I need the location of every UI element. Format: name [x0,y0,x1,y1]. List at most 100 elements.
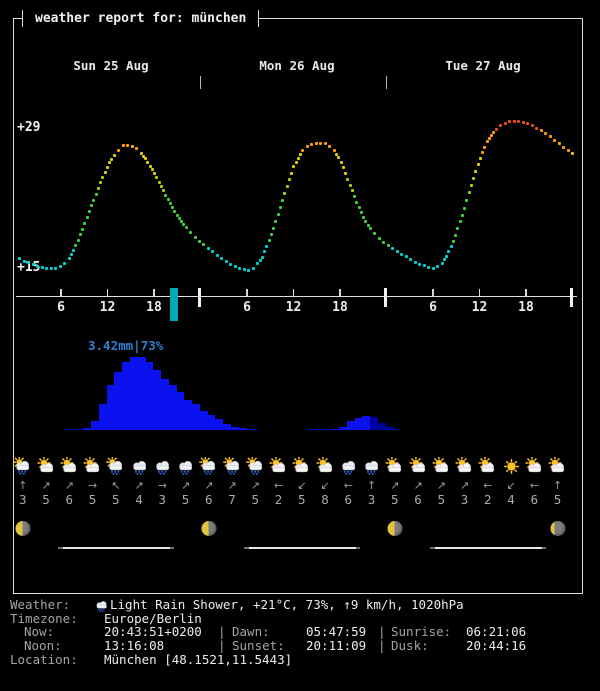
temp-dot [276,212,280,216]
temp-dot [171,206,174,210]
daylight-bar [434,547,542,549]
temp-dot [544,132,548,136]
precip-bar [339,427,348,430]
temp-dot [404,255,408,259]
wind-direction-arrow: → [157,479,167,492]
temp-dot [503,121,507,125]
temp-dot [427,265,431,269]
wind-speed-value: 6 [530,492,539,507]
temp-dot [319,142,323,145]
wind-direction-arrow: ↑ [552,479,563,492]
temp-dot [175,213,179,217]
temp-dot [395,249,399,253]
wind-direction-arrow: ↗ [41,479,51,492]
precip-bar [238,428,247,430]
temp-dot [189,230,192,234]
moon-phase-icon [550,521,566,536]
precip-bar [145,362,154,430]
wind-speed-value: 4 [135,492,143,507]
temp-dot [81,227,85,231]
temp-dot [193,235,197,239]
temp-dot [391,246,395,250]
temp-dot [305,145,309,148]
temp-dot [521,121,525,125]
temp-dot [526,122,530,126]
temp-dot [290,171,294,175]
sun-cloud-icon [522,456,546,480]
x-axis-tick [60,289,62,296]
temp-dot [278,206,282,209]
temp-dot [364,220,368,224]
timezone-value: Europe/Berlin [104,610,202,626]
temp-dot [465,198,469,202]
temp-dot [49,267,53,270]
y-axis-label-min: +15 [17,260,41,275]
temp-dot [481,150,485,154]
temp-dot [247,268,251,272]
temp-dot [447,250,451,253]
temp-dot [350,189,354,193]
temp-dot [458,220,462,224]
precipitation-peak-label: 3.42mm|73% [88,338,164,353]
temp-dot [362,215,365,219]
temp-dot [159,185,163,188]
wind-direction-arrow: ↗ [180,479,191,492]
temp-dot [251,266,255,270]
current-time-marker [170,288,179,321]
temp-dot [348,183,352,187]
temp-dot [36,264,40,268]
precip-bar [114,372,123,430]
day-label-tue: Tue 27 Aug [445,58,521,73]
temp-dot [454,233,458,237]
day-boundary-major-tick [570,288,573,307]
temp-dot [202,243,206,247]
temp-dot [294,161,298,164]
wind-speed-value: 5 [251,492,260,507]
temp-dot [366,223,370,227]
precip-bar [91,421,100,430]
precip-bar [346,421,355,430]
temp-dot [258,259,262,263]
temp-dot [337,156,341,160]
temp-dot [431,266,435,270]
wind-speed-value: 3 [19,492,27,507]
location-line: Location: München [48.1521,11.5443] [0,653,600,667]
wind-direction-arrow: ↗ [204,479,214,492]
x-axis-tick-label: 6 [243,300,251,315]
sun-cloud-icon [383,456,407,480]
temp-dot [310,142,314,146]
temp-dot [566,148,570,152]
twilight-bar [58,547,63,549]
wind-speed-value: 5 [42,492,50,507]
temp-dot [409,258,413,262]
day-boundary-major-tick [198,288,201,307]
temp-dot [130,144,134,148]
temp-dot [229,263,233,267]
temp-dot [368,227,372,231]
temp-dot [478,156,482,160]
sun-cloud-icon [290,456,314,480]
temp-dot [85,216,89,219]
wind-direction-arrow: ↙ [297,479,307,492]
temp-dot [87,210,91,214]
rain-icon [336,457,360,480]
wind-speed-value: 5 [181,492,190,507]
weather-label: Weather: [10,597,71,612]
temp-dot [177,216,181,220]
day-boundary-tick [386,76,387,89]
moon-phase-icon [387,521,403,536]
temp-dot [269,233,273,237]
wind-direction-arrow: ↗ [436,479,446,492]
sun-cloud-icon [267,456,291,480]
moon-phase-icon [201,521,217,536]
x-axis-tick [432,289,434,296]
temp-dot [469,184,473,187]
temp-dot [150,168,154,172]
now-label: Now: [24,624,55,640]
temp-dot [168,202,172,206]
wind-direction-arrow: ↗ [250,479,260,492]
temp-dot [139,151,143,155]
x-axis-tick-label: 6 [429,300,437,315]
wind-speed-value: 2 [274,492,283,507]
wind-direction-arrow: ↖ [111,479,121,492]
